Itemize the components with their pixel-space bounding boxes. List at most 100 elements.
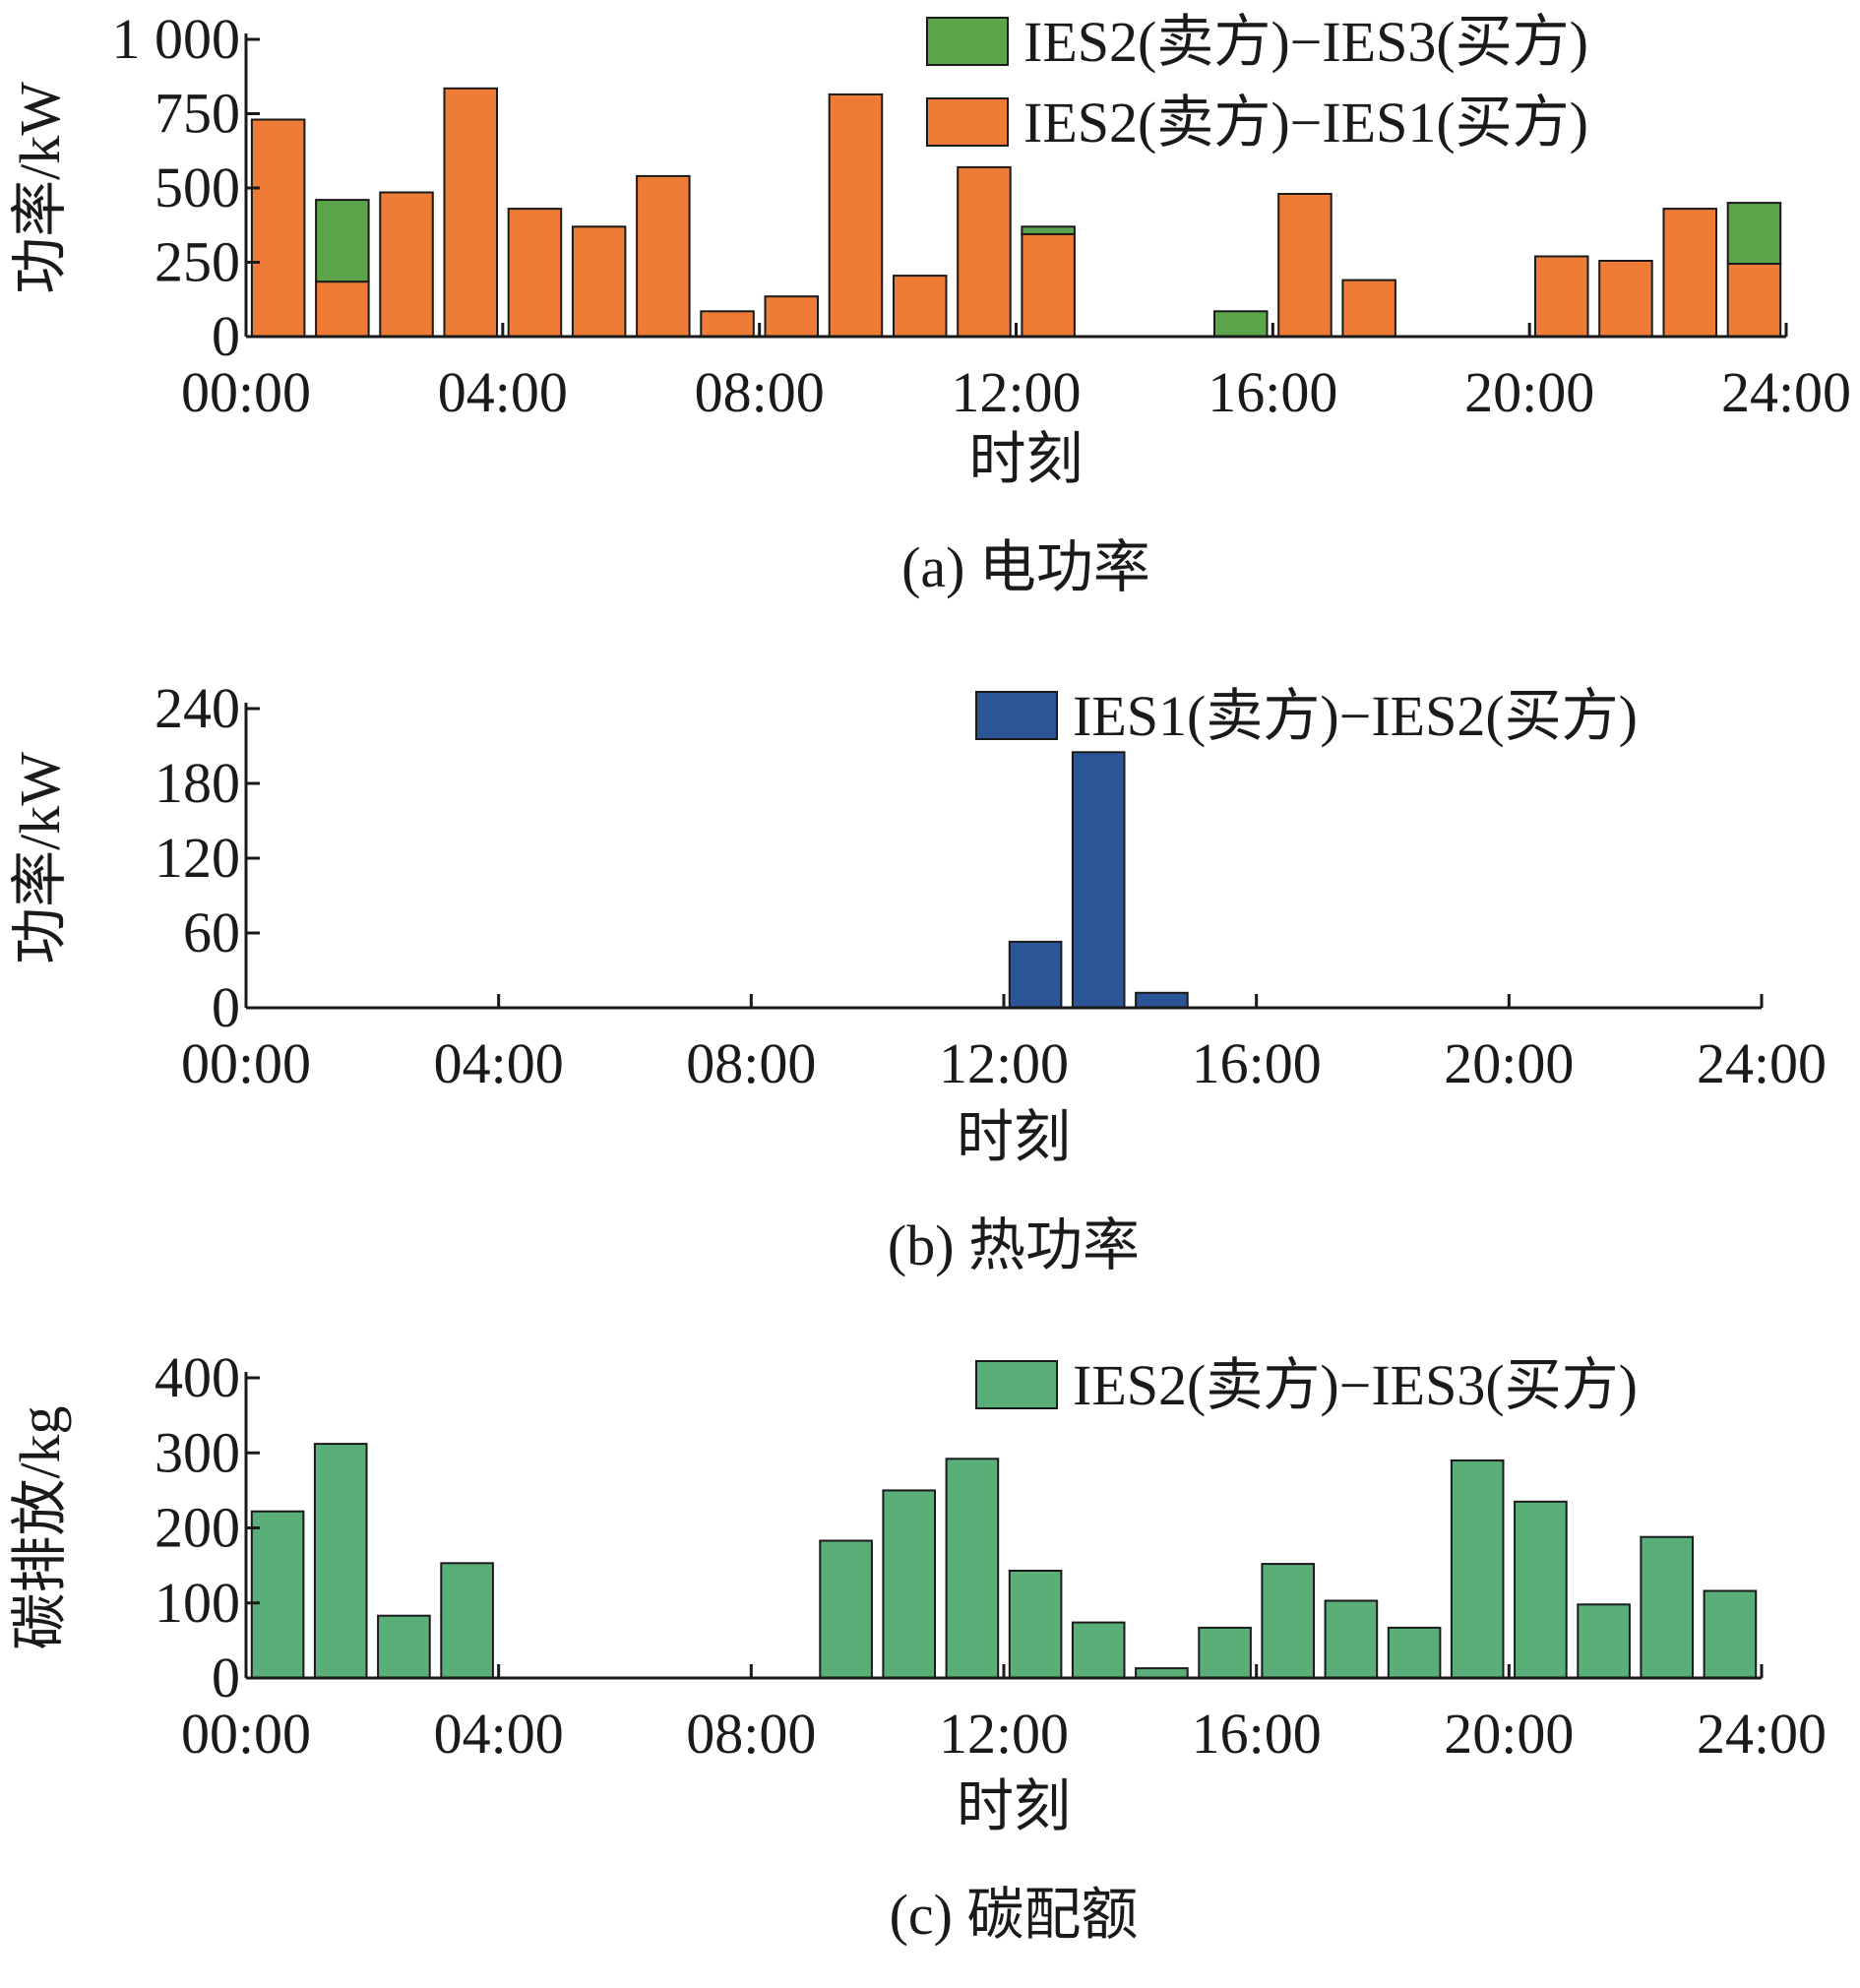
bar-1-12 — [945, 1458, 1000, 1680]
bar-1-19 — [1387, 1626, 1442, 1680]
legend-label: IES2(卖方)−IES1(买方) — [1023, 91, 1588, 155]
bar-1-14 — [1071, 751, 1126, 1009]
bar-1-6 — [571, 225, 627, 338]
bar-1-9 — [764, 295, 819, 339]
x-tick-label: 04:00 — [434, 1031, 564, 1095]
y-tick-label: 0 — [212, 975, 240, 1039]
legend-label: IES1(卖方)−IES2(买方) — [1073, 684, 1638, 748]
x-tick-label: 24:00 — [1697, 1031, 1827, 1095]
x-tick-label: 04:00 — [434, 1702, 564, 1766]
legend-swatch — [926, 97, 1009, 147]
y-tick-label: 750 — [155, 82, 240, 146]
bar-1-12 — [957, 165, 1012, 338]
y-tick-label: 0 — [212, 304, 240, 368]
y-tick-label: 240 — [155, 676, 240, 740]
y-tick-label: 200 — [155, 1496, 240, 1560]
y-tick-label: 0 — [212, 1646, 240, 1709]
y-tick-label: 120 — [155, 826, 240, 890]
bar-1-10 — [819, 1539, 873, 1679]
legend-swatch — [975, 691, 1058, 740]
y-tick-label: 500 — [155, 155, 240, 219]
bar-1-21 — [1534, 255, 1589, 338]
bar-1-17 — [1261, 1563, 1316, 1679]
x-tick-label: 00:00 — [181, 1702, 311, 1766]
y-tick-label: 300 — [155, 1420, 240, 1484]
panel-a-electric-power: 0 250 500 750 1 000 00:00 04:00 08:00 12:00 16:00… — [8, 7, 1851, 599]
bar-1-21 — [1514, 1500, 1568, 1680]
x-tick-label: 24:00 — [1721, 360, 1851, 424]
y-axis-label: 功率/kW — [8, 82, 72, 294]
x-axis-label: 时刻 — [968, 427, 1083, 491]
bar-1-4 — [440, 1562, 494, 1680]
x-tick-label: 16:00 — [1192, 1702, 1322, 1766]
y-axis-label: 功率/kW — [8, 752, 72, 964]
y-tick-label: 1 000 — [112, 7, 241, 71]
bar-1-2 — [313, 1443, 368, 1679]
x-tick-label: 00:00 — [181, 1031, 311, 1095]
x-tick-label: 08:00 — [695, 360, 825, 424]
x-tick-label: 12:00 — [939, 1031, 1069, 1095]
bar-1-22 — [1598, 260, 1653, 338]
bar-2-24 — [1726, 202, 1782, 266]
bar-1-24 — [1726, 263, 1782, 338]
bar-1-4 — [443, 87, 498, 338]
bar-2-16 — [1213, 310, 1269, 338]
bar-1-22 — [1577, 1603, 1631, 1680]
bar-1-20 — [1450, 1459, 1505, 1680]
panel-caption: (a) 电功率 — [901, 535, 1150, 599]
x-tick-label: 00:00 — [181, 360, 311, 424]
x-tick-label: 12:00 — [951, 360, 1081, 424]
bar-2-13 — [1021, 225, 1076, 235]
bar-1-13 — [1021, 232, 1076, 338]
bar-1-3 — [379, 191, 434, 338]
bar-1-1 — [250, 118, 306, 338]
bar-1-7 — [636, 174, 691, 338]
x-axis-label: 时刻 — [957, 1105, 1071, 1169]
bar-1-5 — [507, 208, 563, 338]
bar-1-24 — [1703, 1589, 1758, 1679]
bar-1-3 — [377, 1614, 431, 1679]
bar-1-15 — [1135, 991, 1189, 1009]
y-axis-label: 碳排放/kg — [8, 1405, 72, 1649]
bar-1-10 — [828, 93, 884, 339]
bar-1-16 — [1198, 1626, 1252, 1680]
y-tick-label: 250 — [155, 230, 240, 294]
bar-1-13 — [1008, 1570, 1063, 1679]
bar-1-23 — [1662, 208, 1717, 338]
x-tick-label: 12:00 — [939, 1702, 1069, 1766]
x-tick-label: 24:00 — [1697, 1702, 1827, 1766]
bar-1-1 — [250, 1510, 305, 1679]
bar-2-2 — [315, 199, 370, 283]
bar-1-13 — [1008, 940, 1063, 1010]
y-tick-label: 180 — [155, 751, 240, 815]
x-tick-label: 08:00 — [686, 1031, 816, 1095]
x-tick-label: 08:00 — [686, 1702, 816, 1766]
legend-swatch — [975, 1360, 1058, 1409]
bar-1-11 — [882, 1489, 937, 1680]
panel-caption: (b) 热功率 — [888, 1213, 1140, 1277]
bar-1-18 — [1324, 1599, 1379, 1679]
bar-1-14 — [1071, 1621, 1126, 1679]
y-tick-label: 400 — [155, 1345, 240, 1409]
x-tick-label: 16:00 — [1208, 360, 1337, 424]
x-tick-label: 04:00 — [438, 360, 568, 424]
x-tick-label: 20:00 — [1444, 1031, 1574, 1095]
panel-b-heat-power: 0 60 120 180 240 00:00 04:00 08:00 12:00 16:00 20:… — [8, 676, 1827, 1277]
panel-caption: (c) 碳配额 — [890, 1883, 1139, 1947]
x-axis-label: 时刻 — [957, 1774, 1071, 1838]
legend-label: IES2(卖方)−IES3(买方) — [1073, 1353, 1638, 1417]
bar-1-8 — [700, 310, 755, 338]
y-tick-label: 60 — [183, 901, 240, 964]
bar-1-11 — [893, 275, 948, 339]
y-tick-label: 100 — [155, 1571, 240, 1635]
bar-1-18 — [1341, 279, 1396, 339]
panel-c-carbon-quota: 0 100 200 300 400 00:00 04:00 08:00 12:00 16:00 20… — [8, 1345, 1827, 1947]
bar-1-17 — [1277, 193, 1333, 338]
x-tick-label: 16:00 — [1192, 1031, 1322, 1095]
x-tick-label: 20:00 — [1464, 360, 1594, 424]
x-tick-label: 20:00 — [1444, 1702, 1574, 1766]
bar-1-23 — [1640, 1535, 1695, 1679]
legend-label: IES2(卖方)−IES3(买方) — [1023, 10, 1588, 74]
bar-1-2 — [315, 280, 370, 339]
